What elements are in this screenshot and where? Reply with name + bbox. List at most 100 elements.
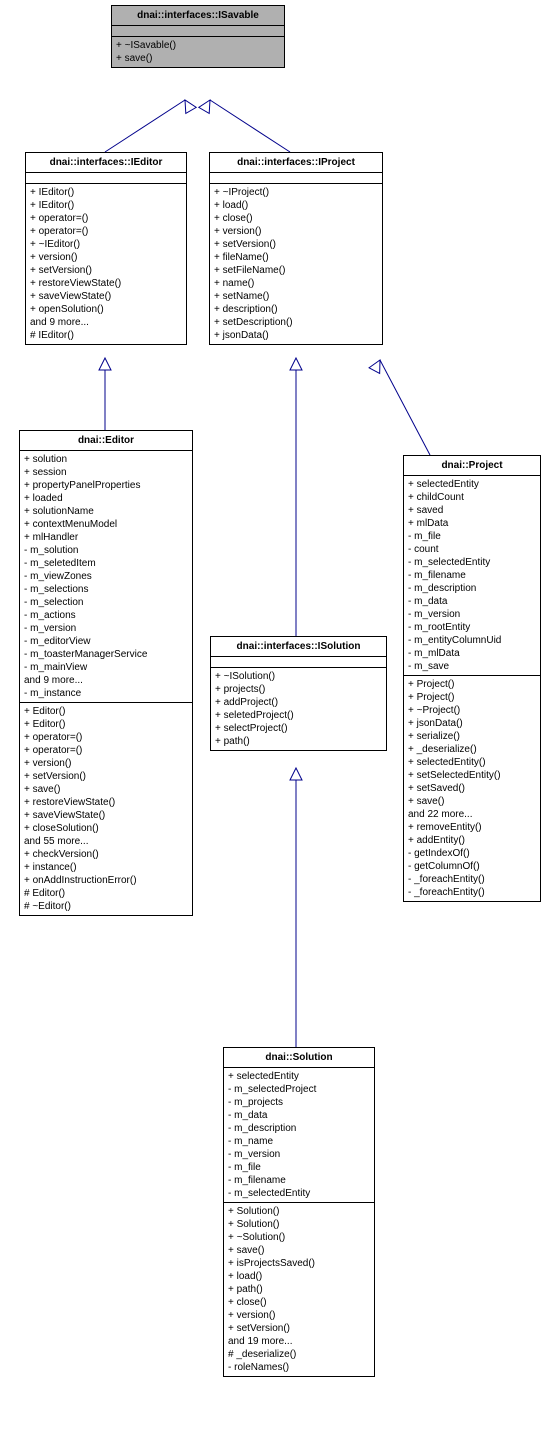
class-section (26, 173, 186, 184)
class-section: + selectedEntity- m_selectedProject- m_p… (224, 1068, 374, 1203)
member-line: + isProjectsSaved() (228, 1257, 370, 1270)
inheritance-arrowhead (369, 357, 385, 373)
member-line: + projects() (215, 683, 382, 696)
member-line: + operator=() (24, 731, 188, 744)
member-line: - m_editorView (24, 635, 188, 648)
member-line: + checkVersion() (24, 848, 188, 861)
member-line: + mlHandler (24, 531, 188, 544)
member-line: + saved (408, 504, 536, 517)
member-line: + ~Solution() (228, 1231, 370, 1244)
member-line: and 22 more... (408, 808, 536, 821)
member-line: + name() (214, 277, 378, 290)
member-line: - m_version (228, 1148, 370, 1161)
class-title: dnai::interfaces::IEditor (26, 153, 186, 173)
member-line: - m_viewZones (24, 570, 188, 583)
member-line: - m_rootEntity (408, 621, 536, 634)
member-line: - m_mlData (408, 647, 536, 660)
member-line: - m_selectedEntity (228, 1187, 370, 1200)
class-title: dnai::Solution (224, 1048, 374, 1068)
member-line: + solutionName (24, 505, 188, 518)
member-line: # _deserialize() (228, 1348, 370, 1361)
member-line: + ~IEditor() (30, 238, 182, 251)
class-isavable: dnai::interfaces::ISavable+ ~ISavable()+… (111, 5, 285, 68)
member-line: + close() (214, 212, 378, 225)
member-line: - _foreachEntity() (408, 886, 536, 899)
member-line: + version() (24, 757, 188, 770)
member-line: + operator=() (30, 212, 182, 225)
member-line: - count (408, 543, 536, 556)
member-line: + ~ISolution() (215, 670, 382, 683)
member-line: + onAddInstructionError() (24, 874, 188, 887)
class-title: dnai::Project (404, 456, 540, 476)
member-line: + IEditor() (30, 186, 182, 199)
member-line: + save() (408, 795, 536, 808)
class-title: dnai::interfaces::ISavable (112, 6, 284, 26)
member-line: + setVersion() (24, 770, 188, 783)
inheritance-arrowhead (290, 768, 302, 780)
member-line: - m_file (228, 1161, 370, 1174)
member-line: - m_selection (24, 596, 188, 609)
class-section: + solution+ session+ propertyPanelProper… (20, 451, 192, 703)
member-line: + load() (228, 1270, 370, 1283)
member-line: - m_save (408, 660, 536, 673)
member-line: - m_data (408, 595, 536, 608)
member-line: + selectedEntity() (408, 756, 536, 769)
class-iproject: dnai::interfaces::IProject+ ~IProject()+… (209, 152, 383, 345)
member-line: + selectedEntity (228, 1070, 370, 1083)
member-line: + saveViewState() (24, 809, 188, 822)
class-section: + IEditor()+ IEditor()+ operator=()+ ope… (26, 184, 186, 344)
member-line: + fileName() (214, 251, 378, 264)
member-line: + _deserialize() (408, 743, 536, 756)
member-line: + session (24, 466, 188, 479)
member-line: + childCount (408, 491, 536, 504)
member-line: + operator=() (24, 744, 188, 757)
member-line: + saveViewState() (30, 290, 182, 303)
member-line: + IEditor() (30, 199, 182, 212)
member-line: + setSaved() (408, 782, 536, 795)
class-ieditor: dnai::interfaces::IEditor+ IEditor()+ IE… (25, 152, 187, 345)
class-section: + ~ISolution()+ projects()+ addProject()… (211, 668, 386, 750)
member-line: + selectedEntity (408, 478, 536, 491)
member-line: + load() (214, 199, 378, 212)
member-line: - m_actions (24, 609, 188, 622)
member-line: - m_filename (228, 1174, 370, 1187)
class-solution: dnai::Solution+ selectedEntity- m_select… (223, 1047, 375, 1377)
member-line: - m_description (408, 582, 536, 595)
member-line: - getIndexOf() (408, 847, 536, 860)
member-line: + solution (24, 453, 188, 466)
member-line: + setFileName() (214, 264, 378, 277)
class-isolution: dnai::interfaces::ISolution+ ~ISolution(… (210, 636, 387, 751)
member-line: - m_selectedEntity (408, 556, 536, 569)
member-line: and 9 more... (24, 674, 188, 687)
member-line: and 19 more... (228, 1335, 370, 1348)
member-line: - m_selectedProject (228, 1083, 370, 1096)
member-line: + ~ISavable() (116, 39, 280, 52)
member-line: + setSelectedEntity() (408, 769, 536, 782)
member-line: - m_name (228, 1135, 370, 1148)
member-line: + Editor() (24, 705, 188, 718)
class-section: + ~ISavable()+ save() (112, 37, 284, 67)
member-line: + removeEntity() (408, 821, 536, 834)
class-section (211, 657, 386, 668)
inheritance-edge (105, 100, 185, 152)
member-line: + addProject() (215, 696, 382, 709)
member-line: + closeSolution() (24, 822, 188, 835)
member-line: + seletedProject() (215, 709, 382, 722)
class-title: dnai::interfaces::IProject (210, 153, 382, 173)
member-line: + openSolution() (30, 303, 182, 316)
member-line: + ~Project() (408, 704, 536, 717)
class-section: + Editor()+ Editor()+ operator=()+ opera… (20, 703, 192, 915)
member-line: + mlData (408, 517, 536, 530)
member-line: + setVersion() (214, 238, 378, 251)
member-line: + version() (228, 1309, 370, 1322)
member-line: + save() (228, 1244, 370, 1257)
member-line: + setDescription() (214, 316, 378, 329)
member-line: - m_filename (408, 569, 536, 582)
member-line: - m_entityColumnUid (408, 634, 536, 647)
member-line: + setVersion() (228, 1322, 370, 1335)
member-line: - roleNames() (228, 1361, 370, 1374)
member-line: + version() (30, 251, 182, 264)
member-line: + ~IProject() (214, 186, 378, 199)
member-line: + instance() (24, 861, 188, 874)
class-project: dnai::Project+ selectedEntity+ childCoun… (403, 455, 541, 902)
